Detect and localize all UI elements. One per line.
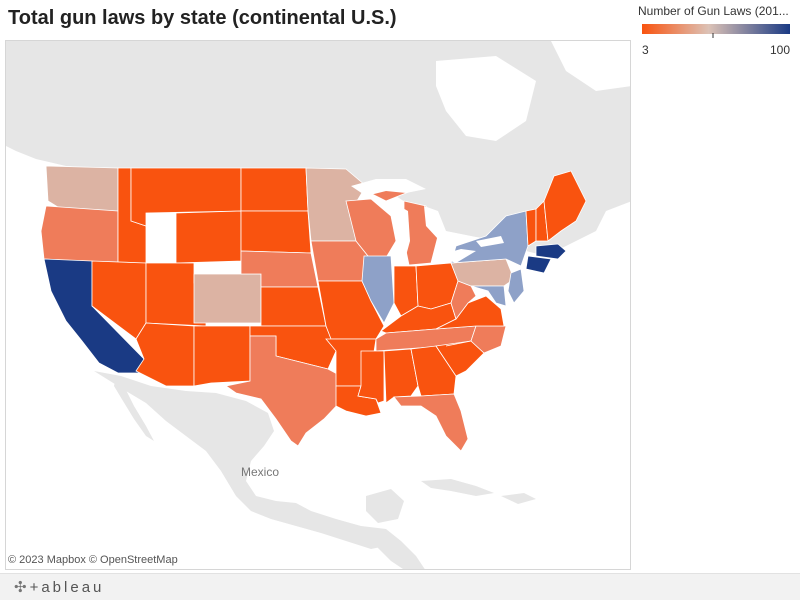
state-new-mexico[interactable]	[193, 325, 251, 387]
brand-text: +ableau	[29, 579, 105, 596]
tableau-brand[interactable]: ✣ +ableau	[14, 578, 104, 596]
map-view[interactable]: Mexico	[5, 40, 631, 570]
state-maine[interactable]	[543, 170, 587, 242]
lake-michigan	[398, 206, 410, 263]
state-north-dakota[interactable]	[240, 167, 309, 212]
legend-max-label: 100	[769, 43, 790, 57]
country-label-mexico: Mexico	[241, 465, 279, 479]
central-america	[361, 526, 425, 569]
state-wisconsin[interactable]	[345, 198, 397, 262]
lake-ontario	[476, 236, 504, 247]
state-connecticut[interactable]	[525, 255, 552, 274]
cuba	[421, 479, 494, 496]
footer-bar: ✣ +ableau	[0, 573, 800, 600]
state-massachusetts[interactable]	[535, 243, 567, 260]
lake-huron	[424, 206, 446, 239]
tableau-logo-icon: ✣	[14, 579, 27, 596]
state-vermont[interactable]	[525, 208, 537, 247]
legend-ramp-fill	[642, 24, 790, 34]
state-kansas[interactable]	[260, 286, 327, 327]
states-layer[interactable]	[40, 165, 587, 452]
state-florida[interactable]	[393, 393, 469, 452]
state-texas[interactable]	[225, 335, 342, 447]
lake-erie	[436, 249, 476, 263]
mexico-land	[94, 371, 386, 549]
legend-min-label: 3	[642, 43, 649, 57]
state-maryland[interactable]	[470, 285, 507, 307]
state-south-dakota[interactable]	[240, 210, 312, 254]
state-mississippi[interactable]	[357, 350, 385, 404]
legend: Number of Gun Laws (201... 3 100	[638, 4, 798, 57]
hispaniola	[501, 493, 536, 504]
page-title: Total gun laws by state (continental U.S…	[8, 7, 397, 29]
legend-title: Number of Gun Laws (201...	[638, 4, 789, 18]
state-arizona[interactable]	[135, 322, 195, 387]
state-illinois[interactable]	[361, 255, 395, 324]
state-oregon[interactable]	[40, 205, 119, 264]
map-canvas[interactable]: Mexico	[6, 41, 631, 570]
legend-labels: 3 100	[642, 43, 790, 57]
arctic-island	[551, 41, 630, 91]
lake-superior	[351, 179, 426, 196]
state-iowa[interactable]	[310, 240, 369, 282]
state-north-carolina[interactable]	[445, 325, 507, 354]
yucatan	[366, 489, 404, 523]
hudson-bay	[436, 56, 536, 141]
state-wyoming[interactable]	[175, 210, 242, 264]
state-washington[interactable]	[45, 165, 119, 214]
legend-color-ramp	[642, 24, 790, 38]
state-new-jersey[interactable]	[507, 268, 525, 304]
state-pennsylvania[interactable]	[450, 258, 515, 287]
map-attribution[interactable]: © 2023 Mapbox © OpenStreetMap	[8, 554, 178, 566]
baja-peninsula	[114, 376, 154, 441]
state-colorado[interactable]	[193, 273, 262, 324]
